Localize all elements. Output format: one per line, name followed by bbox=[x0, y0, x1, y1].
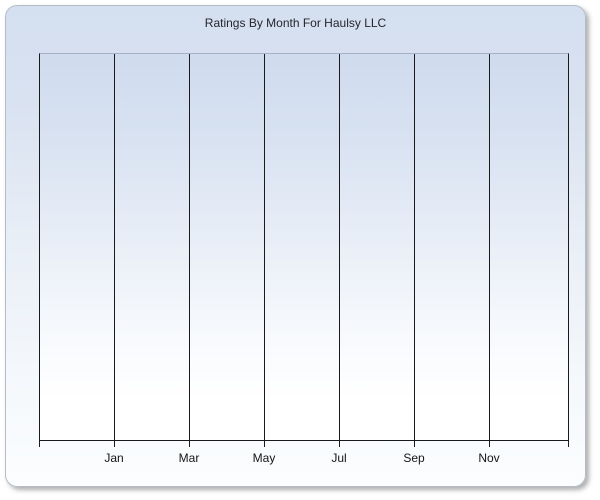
x-tick-label: Mar bbox=[178, 451, 200, 465]
x-axis-ticks bbox=[39, 440, 569, 447]
plot-area bbox=[39, 53, 569, 441]
gridline bbox=[189, 54, 190, 440]
chart-title: Ratings By Month For Haulsy LLC bbox=[204, 16, 387, 30]
x-tick bbox=[489, 440, 490, 447]
x-axis-labels: Jan Mar May Jul Sep Nov bbox=[39, 451, 569, 467]
x-tick-edge bbox=[568, 440, 569, 447]
gridline bbox=[264, 54, 265, 440]
x-tick bbox=[264, 440, 265, 447]
gridline bbox=[414, 54, 415, 440]
x-tick-label: Jan bbox=[104, 451, 124, 465]
x-tick-label: Sep bbox=[403, 451, 425, 465]
x-tick bbox=[189, 440, 190, 447]
x-tick-label: Jul bbox=[331, 451, 347, 465]
x-tick bbox=[339, 440, 340, 447]
x-tick bbox=[114, 440, 115, 447]
gridline bbox=[114, 54, 115, 440]
x-tick bbox=[414, 440, 415, 447]
x-tick-edge bbox=[39, 440, 40, 447]
chart-panel: Ratings By Month For Haulsy LLC Jan Mar Ma… bbox=[5, 5, 586, 487]
x-tick-label: May bbox=[252, 451, 276, 465]
gridline bbox=[339, 54, 340, 440]
gridline bbox=[489, 54, 490, 440]
x-tick-label: Nov bbox=[478, 451, 500, 465]
